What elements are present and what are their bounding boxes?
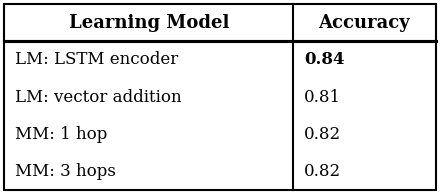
Text: LM: LSTM encoder: LM: LSTM encoder — [15, 51, 179, 68]
Text: LM: vector addition: LM: vector addition — [15, 88, 182, 106]
Text: 0.84: 0.84 — [304, 51, 345, 68]
Text: Accuracy: Accuracy — [319, 14, 411, 31]
Text: Learning Model: Learning Model — [69, 14, 229, 31]
Text: MM: 3 hops: MM: 3 hops — [15, 163, 116, 180]
Text: 0.82: 0.82 — [304, 163, 341, 180]
Text: MM: 1 hop: MM: 1 hop — [15, 126, 108, 143]
Text: 0.81: 0.81 — [304, 88, 341, 106]
Text: 0.82: 0.82 — [304, 126, 341, 143]
